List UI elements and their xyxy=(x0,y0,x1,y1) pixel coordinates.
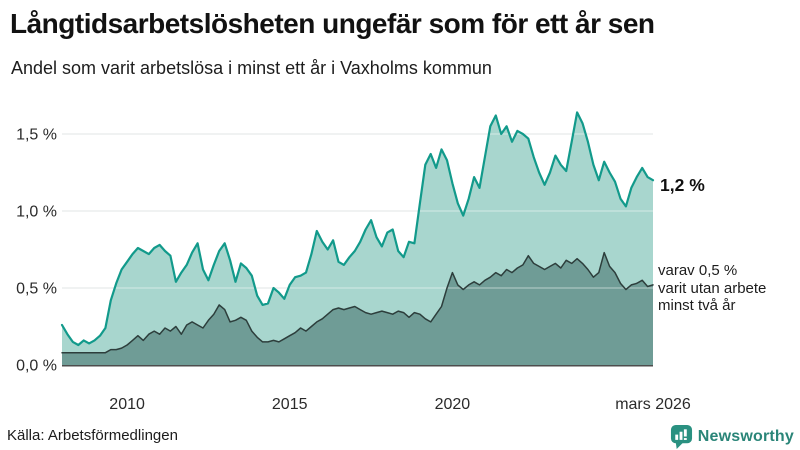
latest-value-label: 1,2 % xyxy=(660,175,705,195)
x-tick-label: 2015 xyxy=(272,396,308,413)
line-series-2 xyxy=(61,251,654,354)
source-caption: Källa: Arbetsförmedlingen xyxy=(7,427,178,444)
newsworthy-logo-text: Newsworthy xyxy=(697,428,794,445)
newsworthy-brand: Newsworthy xyxy=(670,424,794,450)
secondary-series-label-line2: varit utan arbete xyxy=(658,279,767,297)
secondary-series-label-line1: varav 0,5 % xyxy=(658,262,738,279)
y-tick-label: 1,5 % xyxy=(16,127,57,144)
x-tick-label: 2020 xyxy=(435,396,471,413)
x-tick-label: 2010 xyxy=(109,396,145,413)
y-tick-label: 0,0 % xyxy=(16,358,57,375)
y-tick-label: 0,5 % xyxy=(16,281,57,298)
page-title: Långtidsarbetslösheten ungefär som för e… xyxy=(10,8,655,39)
newsworthy-logo-icon xyxy=(670,425,692,449)
x-tick-label: mars 2026 xyxy=(615,396,691,413)
y-tick-label: 1,0 % xyxy=(16,204,57,221)
secondary-series-label: varav 0,5 % varit utan arbete minst två … xyxy=(658,262,766,315)
secondary-series-label-line3: minst två år xyxy=(658,297,736,314)
line-series-1 xyxy=(60,111,655,347)
page-subtitle: Andel som varit arbetslösa i minst ett å… xyxy=(11,58,492,78)
